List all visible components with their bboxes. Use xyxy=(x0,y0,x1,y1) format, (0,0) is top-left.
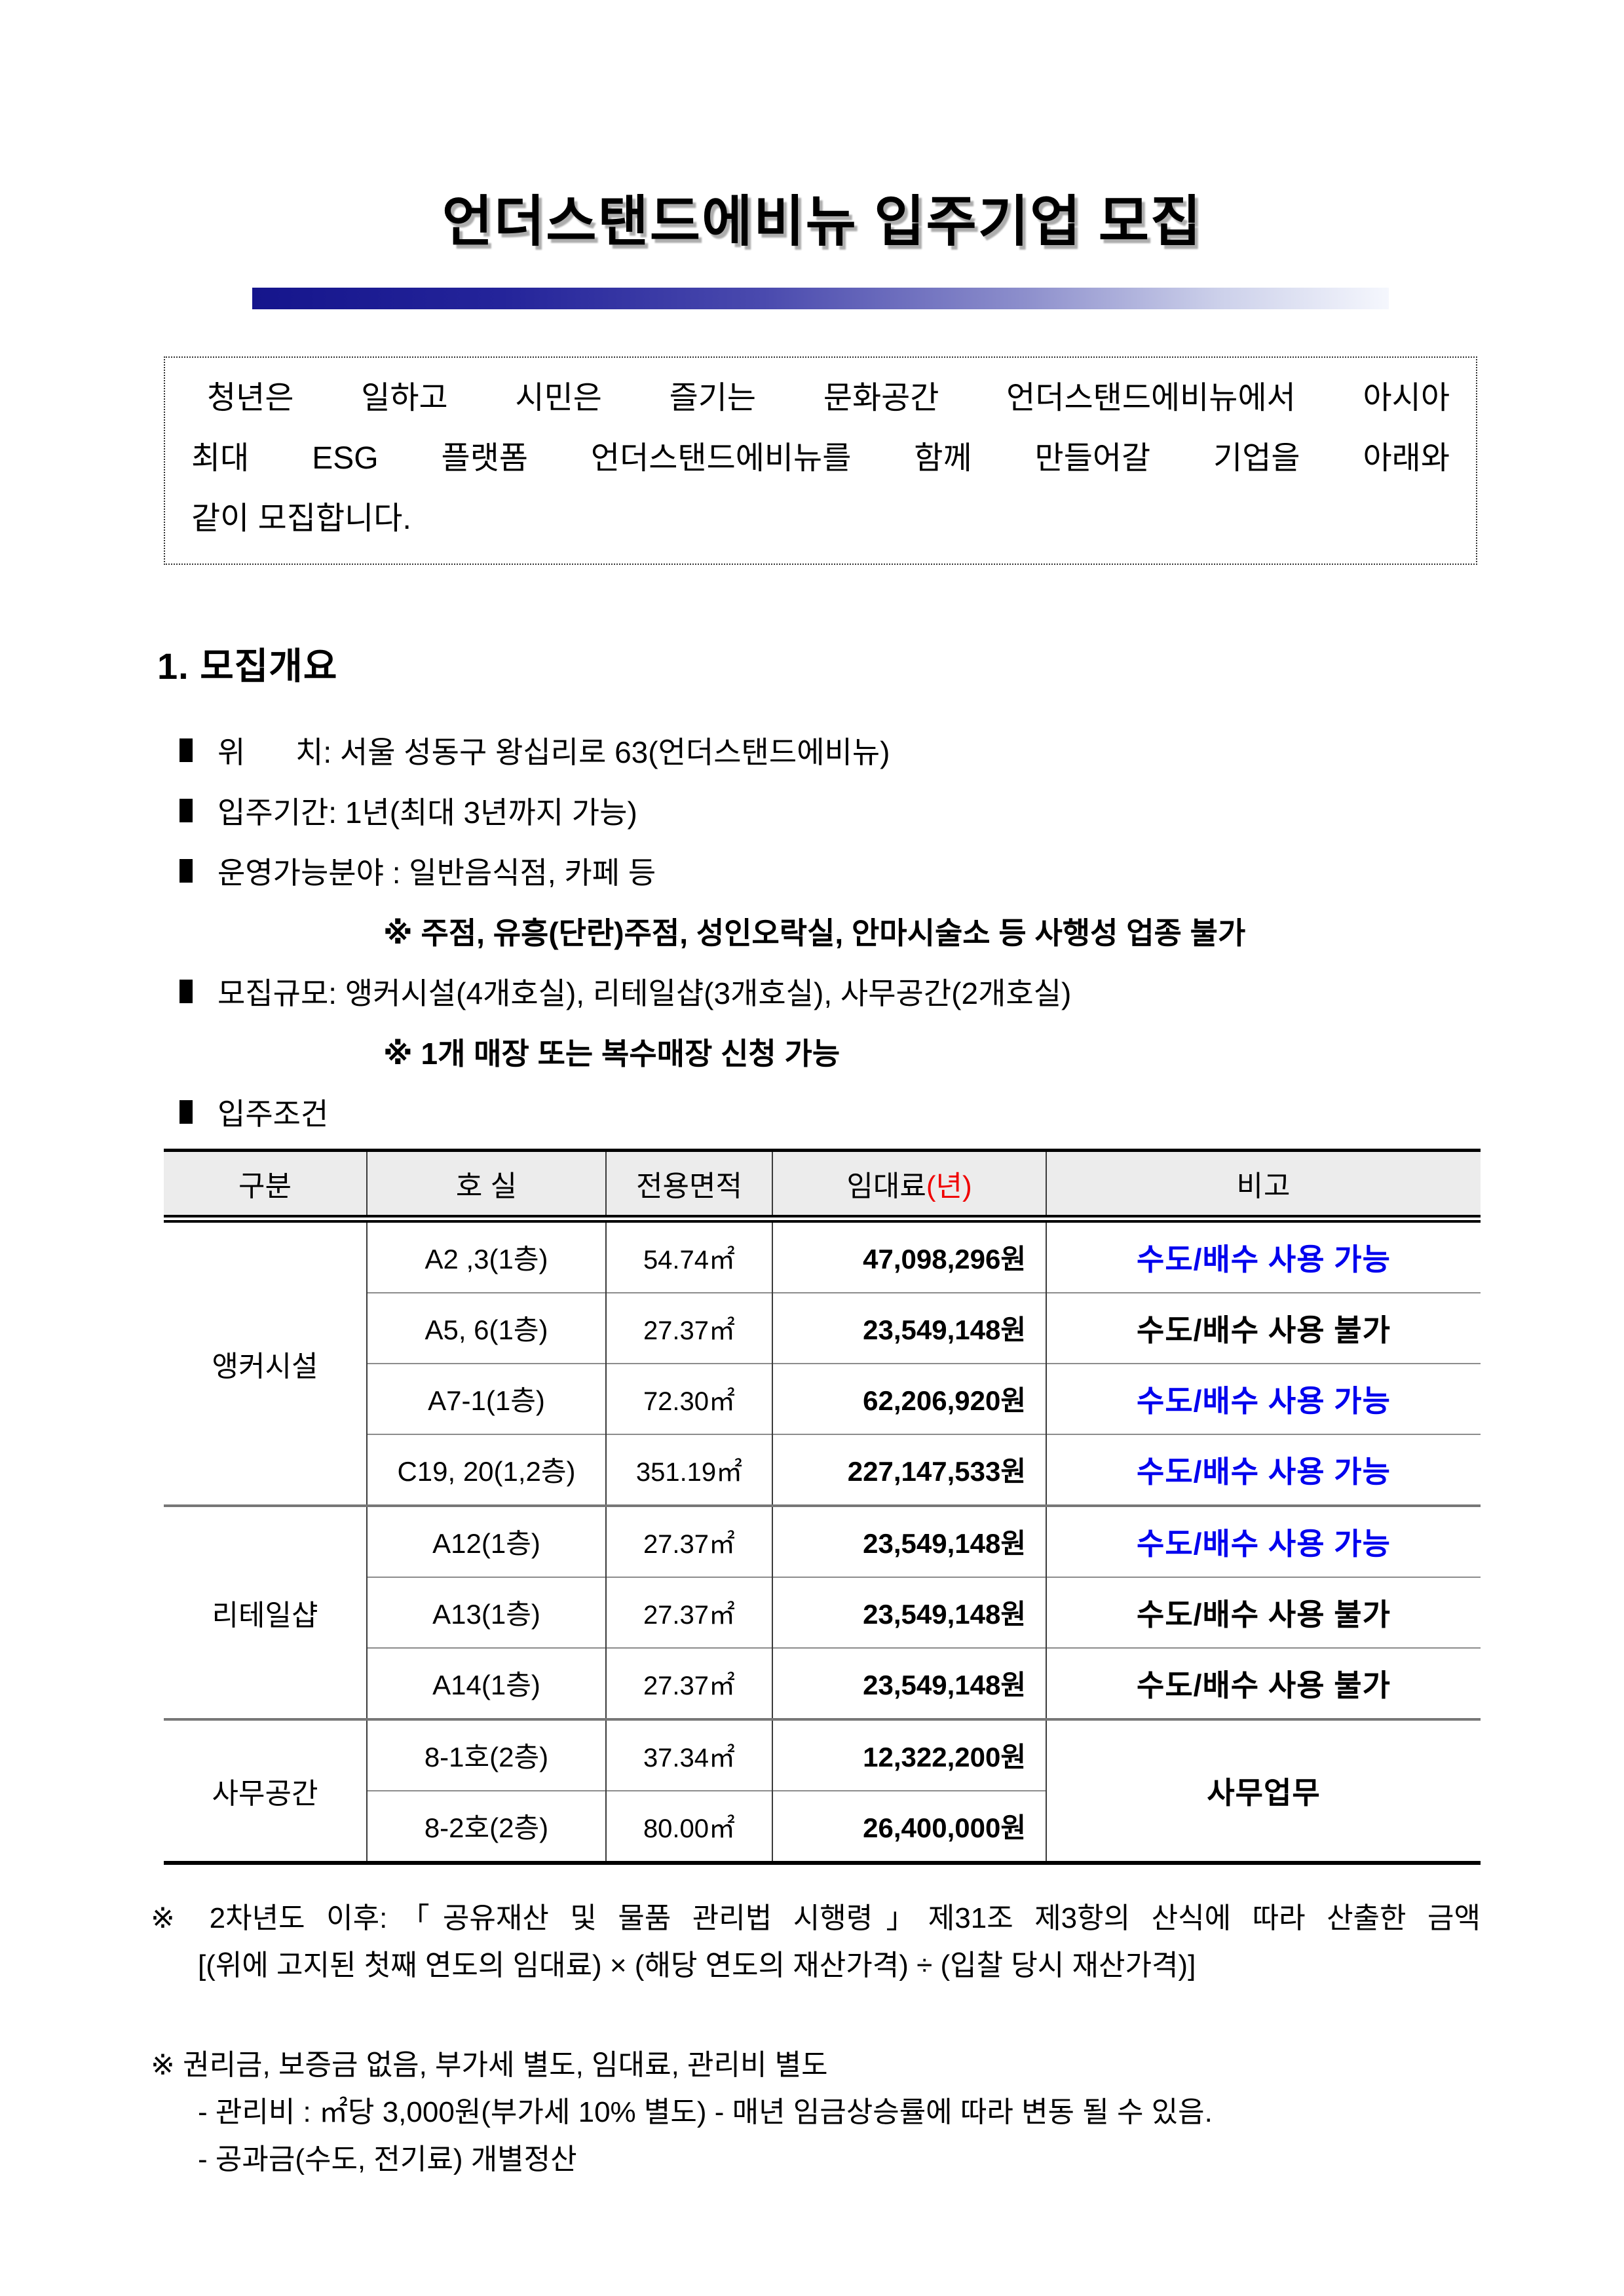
area-cell: 27.37㎡ xyxy=(605,1504,772,1577)
list-item-text: 입주조건 xyxy=(217,1096,329,1131)
list-subnote-prohibited: ※ 주점, 유흥(단란)주점, 성인오락실, 안마시술소 등 사행성 업종 불가 xyxy=(164,901,1481,961)
note-cell: 수도/배수 사용 가능 xyxy=(1046,1362,1481,1434)
footnote-rent-formula-detail: [(위에 고지된 첫째 연도의 임대료) × (해당 연도의 재산가격) ÷ (… xyxy=(198,1949,1196,1981)
col-header-note: 비고 xyxy=(1046,1150,1481,1223)
list-item-text: 운영가능분야 : 일반음식점, 카페 등 xyxy=(217,855,656,890)
rent-cell: 62,206,920원 xyxy=(772,1362,1046,1434)
table-row: 사무공간 8-1호(2층) 37.34㎡ 12,322,200원 사무업무 xyxy=(164,1717,1481,1863)
table-row: A5, 6(1층) 27.37㎡ 23,549,148원 수도/배수 사용 불가 xyxy=(164,1292,1481,1364)
table-row: 리테일샵 A12(1층) 27.37㎡ 23,549,148원 수도/배수 사용… xyxy=(164,1504,1481,1719)
note-cell: 수도/배수 사용 불가 xyxy=(1046,1576,1481,1648)
table-row: C19, 20(1,2층) 351.19㎡ 227,147,533원 수도/배수… xyxy=(164,1433,1481,1506)
intro-line: 청년은 일하고 시민은 즐기는 문화공간 언더스탠드에비뉴에서 아시아 xyxy=(207,380,1450,415)
col-header-area: 전용면적 xyxy=(605,1150,772,1223)
list-item-recruit-scale: 모집규모: 앵커시설(4개호실), 리테일샵(3개호실), 사무공간(2개호실) xyxy=(164,961,1481,1022)
group-cell-office: 사무공간 xyxy=(164,1717,367,1863)
rent-cell: 26,400,000원 xyxy=(772,1789,1046,1863)
list-item-conditions: 입주조건 xyxy=(164,1082,1481,1142)
list-item-text: 모집규모: 앵커시설(4개호실), 리테일샵(3개호실), 사무공간(2개호실) xyxy=(217,976,1072,1010)
area-cell: 80.00㎡ xyxy=(605,1789,772,1863)
footnote-utilities: - 공과금(수도, 전기료) 개별정산 xyxy=(198,2143,577,2175)
intro-line: 같이 모집합니다. xyxy=(191,501,411,536)
note-cell: 수도/배수 사용 가능 xyxy=(1046,1217,1481,1293)
note-cell: 수도/배수 사용 불가 xyxy=(1046,1292,1481,1364)
note-cell: 수도/배수 사용 불가 xyxy=(1046,1647,1481,1719)
table-row: 8-2호(2층) 80.00㎡ 26,400,000원 xyxy=(164,1789,1481,1863)
group-cell-anchor: 앵커시설 xyxy=(164,1217,367,1506)
area-cell: 351.19㎡ xyxy=(605,1433,772,1506)
footnote-maintenance-fee: - 관리비 : ㎡당 3,000원(부가세 10% 별도) - 매년 임금상승률… xyxy=(198,2095,1213,2128)
list-item-text: 위 치: 서울 성동구 왕십리로 63(언더스탠드에비뉴) xyxy=(217,735,890,769)
list-subnote-multi-store: ※ 1개 매장 또는 복수매장 신청 가능 xyxy=(164,1022,1481,1082)
area-cell: 54.74㎡ xyxy=(605,1217,772,1293)
note-cell: 수도/배수 사용 가능 xyxy=(1046,1433,1481,1506)
room-cell: A2 ,3(1층) xyxy=(366,1217,606,1293)
room-cell: 8-2호(2층) xyxy=(366,1789,606,1863)
intro-line: 최대 ESG 플랫폼 언더스탠드에비뉴를 함께 만들어갈 기업을 아래와 xyxy=(191,440,1450,476)
rent-cell: 23,549,148원 xyxy=(772,1504,1046,1577)
area-cell: 27.37㎡ xyxy=(605,1647,772,1719)
room-cell: A5, 6(1층) xyxy=(366,1292,606,1364)
rent-cell: 47,098,296원 xyxy=(772,1217,1046,1293)
note-cell-office-work: 사무업무 xyxy=(1046,1717,1481,1863)
list-item-text: ※ 1개 매장 또는 복수매장 신청 가능 xyxy=(383,1036,840,1071)
square-bullet-icon xyxy=(179,798,193,822)
room-cell: A7-1(1층) xyxy=(366,1362,606,1434)
rent-cell: 23,549,148원 xyxy=(772,1292,1046,1364)
square-bullet-icon xyxy=(179,738,193,762)
col-header-room: 호 실 xyxy=(366,1150,606,1223)
room-cell: C19, 20(1,2층) xyxy=(366,1433,606,1506)
area-cell: 27.37㎡ xyxy=(605,1576,772,1648)
note-cell: 수도/배수 사용 가능 xyxy=(1046,1504,1481,1577)
list-item-business-fields: 운영가능분야 : 일반음식점, 카페 등 xyxy=(164,841,1481,901)
group-cell-retail: 리테일샵 xyxy=(164,1504,367,1719)
rent-cell: 23,549,148원 xyxy=(772,1576,1046,1648)
square-bullet-icon xyxy=(179,858,193,883)
rent-table: 구분 호 실 전용면적 임대료(년) 비고 앵커시설 A2 ,3(1층) 54.… xyxy=(164,1148,1481,1865)
col-header-group: 구분 xyxy=(164,1150,367,1223)
col-header-rent: 임대료(년) xyxy=(772,1150,1046,1223)
area-cell: 37.34㎡ xyxy=(605,1717,772,1791)
room-cell: A12(1층) xyxy=(366,1504,606,1577)
footnote-spacer xyxy=(164,1989,1481,2042)
col-header-rent-year: (년) xyxy=(926,1170,972,1202)
list-item-text: ※ 주점, 유흥(단란)주점, 성인오락실, 안마시술소 등 사행성 업종 불가 xyxy=(383,915,1246,950)
room-cell: A14(1층) xyxy=(366,1647,606,1719)
rent-cell: 23,549,148원 xyxy=(772,1647,1046,1719)
room-cell: 8-1호(2층) xyxy=(366,1717,606,1791)
rent-cell: 12,322,200원 xyxy=(772,1717,1046,1791)
overview-list: 위 치: 서울 성동구 왕십리로 63(언더스탠드에비뉴) 입주기간: 1년(최… xyxy=(164,720,1481,1142)
list-item-location: 위 치: 서울 성동구 왕십리로 63(언더스탠드에비뉴) xyxy=(164,720,1481,780)
footnote-fees: ※ 권리금, 보증금 없음, 부가세 별도, 임대료, 관리비 별도 xyxy=(151,2048,828,2081)
page-title: 언더스탠드에비뉴 입주기업 모집 xyxy=(442,191,1203,252)
title-underline-bar xyxy=(252,287,1389,309)
table-row: A13(1층) 27.37㎡ 23,549,148원 수도/배수 사용 불가 xyxy=(164,1576,1481,1648)
document-content: 언더스탠드에비뉴 입주기업 모집 청년은 일하고 시민은 즐기는 문화공간 언더… xyxy=(151,190,1481,2183)
room-cell: A13(1층) xyxy=(366,1576,606,1648)
square-bullet-icon xyxy=(179,1100,193,1124)
table-header-row: 구분 호 실 전용면적 임대료(년) 비고 xyxy=(164,1150,1481,1223)
table-row: 앵커시설 A2 ,3(1층) 54.74㎡ 47,098,296원 수도/배수 … xyxy=(164,1217,1481,1506)
table-row: A7-1(1층) 72.30㎡ 62,206,920원 수도/배수 사용 가능 xyxy=(164,1362,1481,1434)
footnotes: ※ 2차년도 이후:「공유재산 및 물품 관리법 시행령」제31조 제3항의 산… xyxy=(151,1895,1481,2183)
col-header-rent-label: 임대료 xyxy=(846,1170,926,1202)
intro-box: 청년은 일하고 시민은 즐기는 문화공간 언더스탠드에비뉴에서 아시아 최대 E… xyxy=(164,356,1477,565)
list-item-text: 입주기간: 1년(최대 3년까지 가능) xyxy=(217,795,637,830)
footnote-rent-formula: ※ 2차년도 이후:「공유재산 및 물품 관리법 시행령」제31조 제3항의 산… xyxy=(151,1902,1481,1934)
area-cell: 27.37㎡ xyxy=(605,1292,772,1364)
area-cell: 72.30㎡ xyxy=(605,1362,772,1434)
square-bullet-icon xyxy=(179,979,193,1003)
section-heading: 1. 모집개요 xyxy=(157,645,338,687)
table-row: A14(1층) 27.37㎡ 23,549,148원 수도/배수 사용 불가 xyxy=(164,1647,1481,1719)
rent-cell: 227,147,533원 xyxy=(772,1433,1046,1506)
list-item-period: 입주기간: 1년(최대 3년까지 가능) xyxy=(164,780,1481,841)
